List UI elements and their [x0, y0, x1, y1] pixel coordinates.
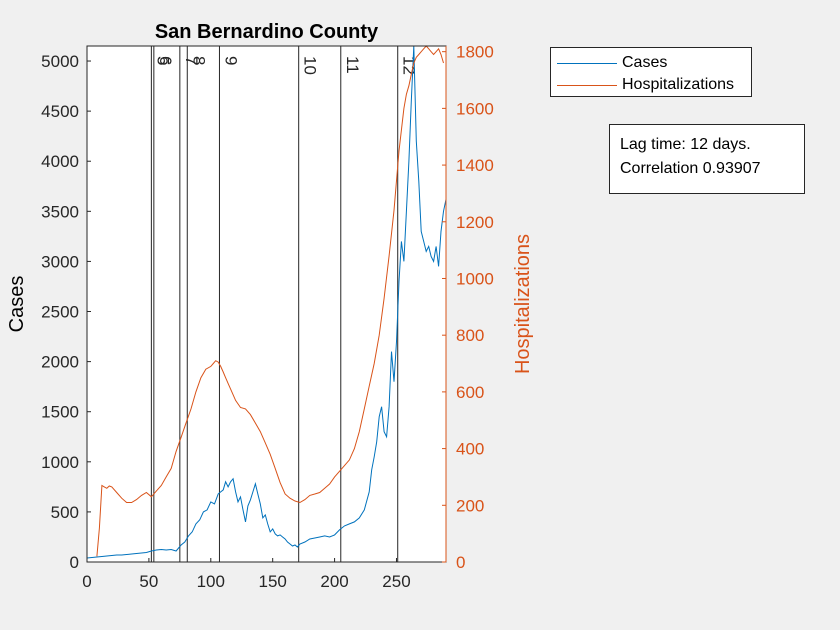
x-tick-label: 0 — [82, 572, 91, 591]
legend-swatch-hospitalizations — [557, 85, 617, 86]
x-tick-label: 200 — [320, 572, 348, 591]
right-tick-label: 0 — [456, 553, 465, 572]
left-tick-label: 3500 — [41, 202, 79, 221]
correlation-text: Correlation 0.93907 — [620, 160, 761, 177]
event-label-11: 11 — [343, 56, 362, 74]
plot-area — [87, 46, 446, 562]
event-label-10: 10 — [301, 56, 320, 75]
left-tick-label: 5000 — [41, 52, 79, 71]
x-tick-label: 50 — [139, 572, 158, 591]
legend-label-hospitalizations: Hospitalizations — [622, 76, 735, 93]
right-tick-label: 400 — [456, 440, 484, 459]
right-tick-label: 800 — [456, 326, 484, 345]
lag-time-text: Lag time: 12 days. — [620, 136, 751, 153]
right-y-axis: 0 200 400 600 800 1000 1200 1400 1600 1800 — [442, 43, 494, 572]
legend-entry-cases: Cases — [551, 52, 751, 74]
x-tick-label: 150 — [259, 572, 287, 591]
event-label-7: 7 — [182, 56, 201, 65]
chart-title: San Bernardino County — [155, 21, 379, 43]
right-tick-label: 200 — [456, 496, 484, 515]
right-tick-label: 1000 — [456, 269, 494, 288]
x-tick-label: 100 — [197, 572, 225, 591]
event-label-6: 6 — [156, 56, 175, 65]
left-tick-label: 1500 — [41, 403, 79, 422]
series-line-hospitalizations — [96, 45, 444, 557]
left-tick-label: 1000 — [41, 453, 79, 472]
left-tick-label: 4500 — [41, 102, 79, 121]
legend-label-cases: Cases — [622, 54, 668, 71]
series-line-cases — [86, 45, 447, 559]
left-tick-label: 3000 — [41, 252, 79, 271]
event-label-9: 9 — [221, 56, 240, 65]
left-y-axis: 0 500 1000 1500 2000 2500 3000 3500 4000 4500 5000 — [41, 52, 91, 572]
left-tick-label: 2000 — [41, 353, 79, 372]
series-layer — [86, 45, 447, 559]
right-axis-label: Hospitalizations — [512, 234, 534, 374]
right-tick-label: 600 — [456, 383, 484, 402]
legend: Cases Hospitalizations — [550, 47, 752, 97]
x-axis: 0 50 100 150 200 250 — [82, 558, 411, 591]
right-tick-label: 1800 — [456, 43, 494, 62]
event-label-5: 5 — [153, 56, 172, 65]
left-tick-label: 0 — [70, 553, 79, 572]
right-tick-label: 1400 — [456, 156, 494, 175]
event-label-8: 8 — [189, 56, 208, 65]
left-tick-label: 500 — [51, 503, 79, 522]
left-axis-label: Cases — [6, 276, 28, 333]
legend-entry-hospitalizations: Hospitalizations — [551, 74, 751, 96]
right-tick-label: 1200 — [456, 213, 494, 232]
legend-swatch-cases — [557, 63, 617, 64]
left-tick-label: 4000 — [41, 152, 79, 171]
annotation-box: Lag time: 12 days. Correlation 0.93907 — [609, 124, 805, 194]
x-tick-label: 250 — [382, 572, 410, 591]
right-tick-label: 1600 — [456, 99, 494, 118]
left-tick-label: 2500 — [41, 303, 79, 322]
